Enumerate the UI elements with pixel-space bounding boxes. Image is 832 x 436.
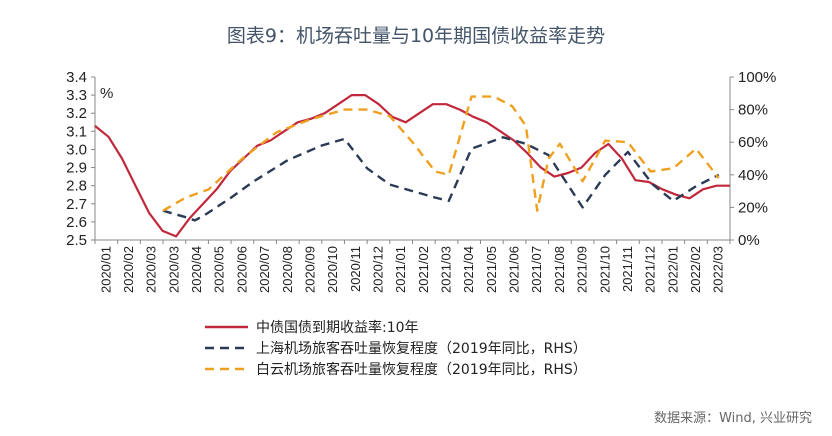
axes: 3.43.33.23.13.0 2.92.82.72.62.5 100% 80% 60%… <box>66 69 776 293</box>
x-tick-label: 2020/11 <box>348 246 363 292</box>
x-tick-label: 2020/07 <box>257 246 272 293</box>
x-tick-label: 2021/02 <box>416 246 431 293</box>
x-tick-label: 2021/07 <box>529 246 544 293</box>
legend-label-0: 中债国债到期收益率:10年 <box>256 319 419 336</box>
x-tick-label: 2021/04 <box>461 246 476 293</box>
legend-label-1: 上海机场旅客吞吐量恢复程度（2019年同比，RHS） <box>256 340 587 357</box>
series-layer <box>94 94 730 238</box>
left-tick-label: 3.0 <box>66 141 87 158</box>
x-tick-label: 2020/12 <box>370 246 385 293</box>
x-tick-label: 2020/03 <box>144 246 159 293</box>
right-tick-label: 20% <box>738 199 768 216</box>
x-tick-label: 2020/08 <box>280 246 295 293</box>
right-tick-label: 60% <box>738 134 768 151</box>
x-tick-label: 2022/01 <box>665 246 680 293</box>
series-line-1 <box>162 136 720 222</box>
x-tick-label: 2020/06 <box>234 246 249 293</box>
x-tick-label: 2020/02 <box>121 246 136 293</box>
x-tick-label: 2022/03 <box>711 246 726 293</box>
left-tick-label: 2.7 <box>66 196 87 213</box>
x-tick-label: 2021/10 <box>597 246 612 293</box>
x-tick-label: 2021/06 <box>507 246 522 293</box>
left-tick-label: 2.9 <box>66 160 87 177</box>
x-tick-label: 2021/03 <box>439 246 454 293</box>
x-tick-label: 2021/11 <box>620 246 635 292</box>
left-tick-label: 2.8 <box>66 178 87 195</box>
left-tick-label: 2.6 <box>66 214 87 231</box>
x-tick-label: 2020/03 <box>166 246 181 293</box>
right-tick-label: 40% <box>738 167 768 184</box>
x-tick-label: 2021/09 <box>575 246 590 293</box>
source-note: 数据来源：Wind, 兴业研究 <box>654 411 812 426</box>
right-tick-label: 0% <box>738 232 760 249</box>
x-tick-label: 2020/01 <box>98 246 113 293</box>
x-tick-label: 2021/08 <box>552 246 567 293</box>
chart-title: 图表9：机场吞吐量与10年期国债收益率走势 <box>227 25 605 47</box>
x-tick-label: 2022/02 <box>688 246 703 293</box>
right-tick-label: 100% <box>738 69 776 86</box>
x-tick-label: 2021/01 <box>393 246 408 293</box>
right-tick-label: 80% <box>738 102 768 119</box>
x-tick-label: 2020/09 <box>302 246 317 293</box>
left-tick-label: 3.4 <box>66 69 87 86</box>
x-tick-label: 2020/10 <box>325 246 340 293</box>
legend-label-2: 白云机场旅客吞吐量恢复程度（2019年同比，RHS） <box>256 361 587 378</box>
series-line-0 <box>94 94 730 238</box>
series-line-2 <box>162 95 720 212</box>
x-tick-label: 2021/05 <box>484 246 499 293</box>
x-tick-label: 2020/05 <box>212 246 227 293</box>
x-tick-label: 2021/12 <box>643 246 658 293</box>
left-tick-label: 3.1 <box>66 123 87 140</box>
x-tick-label: 2020/04 <box>189 246 204 293</box>
left-tick-label: 3.2 <box>66 105 87 122</box>
left-axis-unit: % <box>100 85 113 102</box>
left-tick-label: 2.5 <box>66 232 87 249</box>
left-tick-label: 3.3 <box>66 87 87 104</box>
